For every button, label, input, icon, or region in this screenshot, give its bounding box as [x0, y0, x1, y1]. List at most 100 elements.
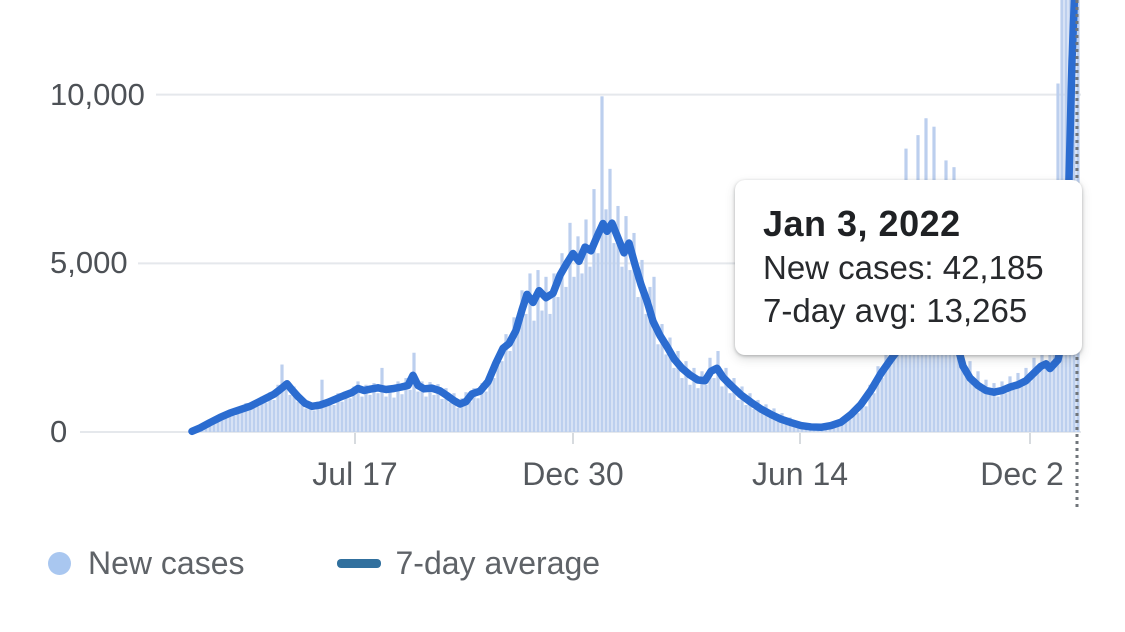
new-cases-bar [536, 270, 540, 432]
new-cases-bar [524, 313, 528, 432]
x-axis-label-dec-30: Dec 30 [522, 456, 624, 492]
new-cases-bar [372, 383, 376, 432]
new-cases-bar [348, 398, 352, 432]
new-cases-bar [800, 427, 804, 432]
new-cases-bar [672, 367, 676, 432]
new-cases-bar [868, 384, 872, 432]
new-cases-bar [464, 392, 468, 432]
new-cases-bar [556, 297, 560, 432]
new-cases-bar [324, 406, 328, 432]
new-cases-bar [220, 414, 224, 432]
new-cases-bar [664, 354, 668, 432]
new-cases-bar [684, 361, 688, 432]
new-cases-bar [1020, 386, 1024, 432]
new-cases-bar [832, 426, 836, 432]
new-cases-bar [504, 334, 508, 432]
tooltip-7day-avg: 7-day avg: 13,265 [763, 292, 1028, 329]
new-cases-bar [616, 205, 620, 432]
new-cases-bar [300, 398, 304, 432]
new-cases-bar [992, 383, 996, 432]
x-axis-label-jun-14: Jun 14 [751, 456, 849, 492]
new-cases-bar [352, 386, 356, 432]
new-cases-bar [752, 409, 756, 432]
new-cases-bar [1044, 361, 1048, 432]
new-cases-bar [296, 401, 300, 432]
y-axis-label-10,000: 10,000 [50, 76, 145, 112]
new-cases-bar [624, 216, 628, 432]
new-cases-bar [544, 276, 548, 432]
new-cases-bar [700, 371, 704, 432]
new-cases-bar [380, 367, 384, 432]
new-cases-bar [232, 415, 236, 432]
new-cases-bar [444, 388, 448, 432]
new-cases-bar [712, 378, 716, 432]
new-cases-bar [420, 381, 424, 432]
new-cases-bar [956, 334, 960, 432]
new-cases-bar [708, 357, 712, 432]
new-cases-bar [368, 394, 372, 432]
new-cases-bar [896, 354, 900, 432]
new-cases-bar [844, 416, 848, 432]
new-cases-bar [872, 393, 876, 432]
new-cases-bar [564, 286, 568, 432]
new-cases-bar [600, 96, 604, 433]
new-cases-bar [456, 407, 460, 432]
new-cases-bar [864, 406, 868, 432]
new-cases-bar [392, 397, 396, 432]
new-cases-bar [584, 219, 588, 432]
new-cases-bar [492, 378, 496, 432]
y-axis-label-5,000: 5,000 [50, 245, 128, 281]
new-cases-bar [516, 330, 520, 432]
new-cases-bar [856, 413, 860, 432]
new-cases-bar [648, 286, 652, 432]
new-cases-bar [972, 381, 976, 432]
new-cases-bar [244, 402, 248, 432]
legend-item-7day-average: 7-day average [336, 545, 600, 582]
new-cases-bar [280, 364, 284, 432]
new-cases-bar [980, 389, 984, 432]
new-cases-bar [668, 337, 672, 432]
new-cases-bar [240, 412, 244, 432]
new-cases-bar [1012, 389, 1016, 432]
new-cases-bar [424, 396, 428, 432]
new-cases-bar [260, 396, 264, 432]
new-cases-bar [588, 266, 592, 432]
new-cases-bar [744, 405, 748, 432]
new-cases-bar [680, 378, 684, 432]
new-cases-bar [540, 310, 544, 432]
new-cases-bar [652, 276, 656, 432]
new-cases-bar [508, 351, 512, 432]
new-cases-bar [768, 416, 772, 432]
new-cases-bar [532, 320, 536, 432]
new-cases-bar [660, 324, 664, 432]
new-cases-bar [552, 273, 556, 432]
new-cases-bar [472, 388, 476, 432]
new-cases-bar [284, 381, 288, 432]
new-cases-bar [496, 354, 500, 432]
new-cases-bar [404, 378, 408, 432]
new-cases-bar [520, 290, 524, 432]
new-cases-bar [452, 393, 456, 432]
x-axis-label-dec-2: Dec 2 [980, 456, 1064, 492]
new-cases-bar [1000, 381, 1004, 432]
new-cases-bar [1004, 393, 1008, 432]
new-cases-bar [1036, 371, 1040, 432]
new-cases-bar [448, 402, 452, 432]
new-cases-bar [344, 391, 348, 432]
new-cases-bar [512, 317, 516, 432]
new-cases-bar [632, 232, 636, 432]
new-cases-bar [644, 313, 648, 432]
new-cases-bar [888, 364, 892, 432]
new-cases-bar [736, 399, 740, 432]
new-cases-bar [1016, 372, 1020, 432]
new-cases-bar [760, 413, 764, 432]
new-cases-bar [696, 388, 700, 432]
new-cases-bar [976, 371, 980, 432]
new-cases-bar [860, 399, 864, 432]
new-cases-bar [312, 410, 316, 432]
new-cases-bar [960, 354, 964, 432]
new-cases-bar [852, 408, 856, 432]
new-cases-bar [228, 410, 232, 432]
new-cases-bar [892, 334, 896, 432]
